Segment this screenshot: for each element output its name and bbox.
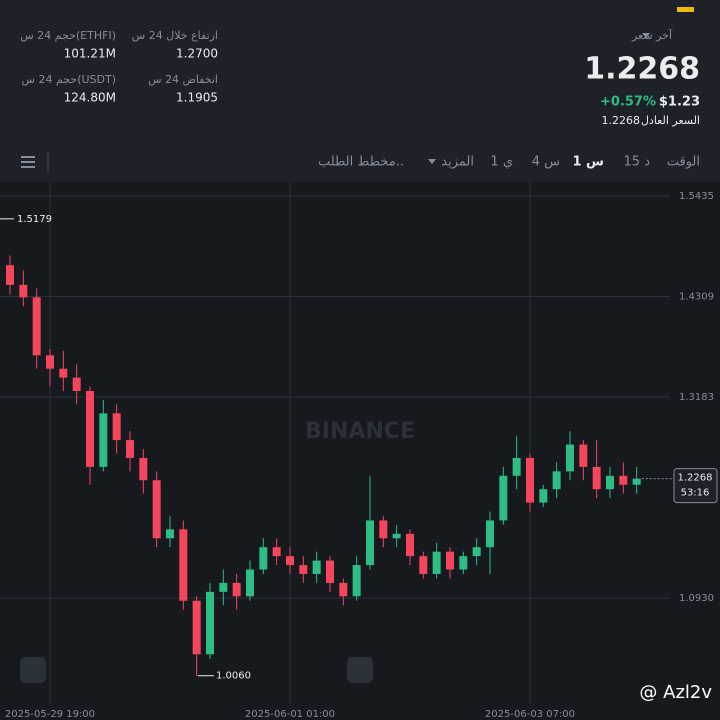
tab-active[interactable]: 1 س xyxy=(572,155,604,170)
candle-body xyxy=(632,478,641,485)
fair-price: 1.2268 xyxy=(602,114,641,127)
price-tag xyxy=(673,468,718,504)
candle-body xyxy=(552,471,561,490)
last-price-label: آخر سعر xyxy=(631,28,673,42)
tab[interactable]: 15 د xyxy=(624,155,651,170)
candle-body xyxy=(352,565,361,597)
settings-icon[interactable] xyxy=(21,156,35,168)
candle-body xyxy=(405,533,414,557)
stat-value: 101.21M xyxy=(64,47,116,61)
candle-body xyxy=(485,520,494,548)
watermark: BINANCE xyxy=(305,419,415,444)
stat-value: 124.80M xyxy=(64,91,116,105)
tab[interactable]: 1 ي xyxy=(490,155,513,170)
tab[interactable]: المزيد xyxy=(441,155,474,170)
candle-body xyxy=(325,560,334,583)
tab[interactable]: الوقت xyxy=(667,155,700,170)
x-tick-label: 2025-06-03 07:00 xyxy=(485,709,575,720)
candle-body xyxy=(165,529,174,539)
expand-button[interactable] xyxy=(20,657,46,683)
candle-body xyxy=(472,547,481,557)
candle-body xyxy=(445,551,454,570)
change: +0.57% xyxy=(600,95,656,110)
candle-body xyxy=(99,413,108,467)
countdown: 53:16 xyxy=(681,488,710,499)
caret xyxy=(428,159,436,164)
candle-body xyxy=(285,556,294,566)
candle-body xyxy=(45,355,54,369)
candle-body xyxy=(539,489,548,503)
candle-body xyxy=(312,560,321,574)
candle-body xyxy=(339,582,348,597)
candle-body xyxy=(565,444,574,472)
price-tag-value: 1.2268 xyxy=(678,473,713,484)
candle-body xyxy=(512,457,521,476)
candle-body xyxy=(499,475,508,521)
candle-body xyxy=(605,475,614,490)
fair-price-label: السعر العادل xyxy=(641,114,700,127)
caret xyxy=(642,33,650,38)
candle-body xyxy=(179,529,188,601)
candle-body xyxy=(379,520,388,539)
candle-body xyxy=(259,547,268,570)
indicator xyxy=(677,7,694,12)
candle-body xyxy=(272,547,281,557)
tab[interactable]: 4 س xyxy=(532,155,560,170)
high-label: 1.5179 xyxy=(17,214,52,225)
candle-body xyxy=(112,413,121,441)
chart: 1.0930 1.3183 1.4309 1.5435 2025-05-29 19:00… xyxy=(0,182,718,720)
candle-body xyxy=(59,368,68,378)
candle-body xyxy=(299,565,308,574)
stat-value: 1.2700 xyxy=(176,47,218,61)
candle-body xyxy=(525,457,534,503)
candle-body xyxy=(19,284,28,298)
candle-body xyxy=(72,377,81,392)
tab[interactable]: مخطط الطلب.. xyxy=(318,155,404,170)
candle-body xyxy=(459,556,468,570)
hide-button[interactable] xyxy=(347,657,373,683)
candle-body xyxy=(245,569,254,597)
candle-body xyxy=(219,582,228,592)
candle-body xyxy=(32,297,41,356)
candle-body xyxy=(6,265,14,285)
candle-body xyxy=(152,480,161,539)
header-bg xyxy=(0,0,720,182)
candle-body xyxy=(579,444,588,467)
stat-label: حجم 24 س(USDT) xyxy=(22,73,116,86)
candle-body xyxy=(432,551,441,574)
candle-body xyxy=(619,475,628,485)
low-label: 1.0060 xyxy=(216,671,251,682)
y-tick-label: 1.5435 xyxy=(679,191,714,202)
usd-price: $1.23 xyxy=(659,95,700,110)
candle-body xyxy=(592,466,601,490)
credit: @ Azl2v xyxy=(639,682,712,703)
candle-body xyxy=(205,591,214,655)
last-price: 1.2268 xyxy=(584,52,700,87)
x-tick-label: 2025-05-29 19:00 xyxy=(5,709,95,720)
candle-body xyxy=(139,457,148,481)
stat-value: 1.1905 xyxy=(176,91,218,105)
y-tick-label: 1.3183 xyxy=(679,392,714,403)
stat-label: انخفاض 24 س xyxy=(148,73,218,86)
stat-label: ارتفاع خلال 24 س xyxy=(132,29,218,42)
y-tick-label: 1.4309 xyxy=(679,292,714,303)
candle-body xyxy=(365,520,374,566)
candle-body xyxy=(125,440,134,458)
y-tick-label: 1.0930 xyxy=(679,593,714,604)
x-tick-label: 2025-06-01 01:00 xyxy=(245,709,335,720)
candle-body xyxy=(232,582,241,597)
stat-label: حجم 24 س(ETHFI) xyxy=(20,29,116,42)
candle-body xyxy=(392,533,401,539)
candle-body xyxy=(192,600,201,655)
candle-body xyxy=(419,556,428,574)
candle-body xyxy=(85,391,94,467)
